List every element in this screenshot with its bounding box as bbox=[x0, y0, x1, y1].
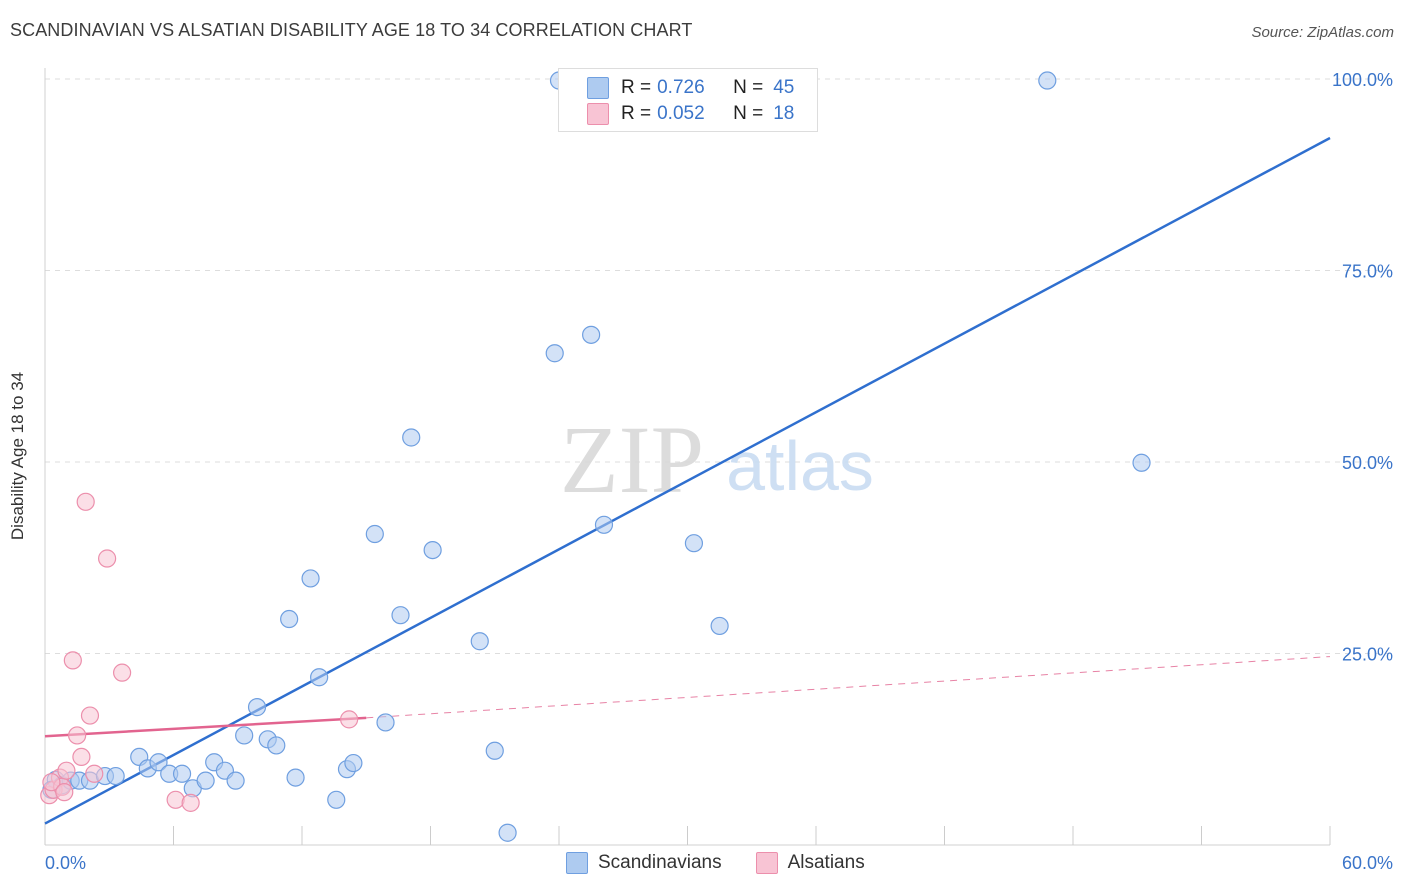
legend-row-alsatians: R = 0.052 N = 18 bbox=[559, 100, 794, 128]
watermark: ZIP atlas bbox=[560, 406, 874, 513]
legend-item-alsatians[interactable]: Alsatians bbox=[755, 852, 865, 874]
trend-lines bbox=[44, 136, 1331, 825]
point-scandinavians bbox=[376, 713, 395, 732]
point-scandinavians bbox=[1132, 453, 1151, 472]
point-scandinavians bbox=[710, 616, 729, 636]
legend-n-label: N = bbox=[733, 103, 764, 124]
point-scandinavians bbox=[267, 736, 286, 755]
x-tick-label: 0.0% bbox=[45, 853, 86, 873]
point-alsatians bbox=[85, 764, 104, 783]
point-scandinavians bbox=[149, 753, 168, 772]
point-scandinavians bbox=[327, 790, 346, 809]
point-scandinavians bbox=[196, 771, 215, 790]
trend-line-scandinavians bbox=[44, 136, 1331, 825]
point-scandinavians bbox=[286, 768, 305, 787]
legend-r-label: R = bbox=[621, 103, 652, 124]
point-alsatians bbox=[42, 773, 61, 792]
point-scandinavians bbox=[226, 771, 245, 790]
legend-item-scandinavians[interactable]: Scandinavians bbox=[566, 852, 722, 874]
point-scandinavians bbox=[235, 726, 254, 745]
point-scandinavians bbox=[582, 325, 601, 344]
axes bbox=[44, 68, 1331, 846]
point-scandinavians bbox=[684, 534, 704, 553]
source-credit: Source: ZipAtlas.com bbox=[1251, 24, 1394, 41]
point-scandinavians bbox=[485, 741, 504, 760]
point-alsatians bbox=[98, 549, 117, 568]
grid-lines bbox=[45, 78, 1395, 654]
point-scandinavians bbox=[545, 344, 564, 363]
point-scandinavians bbox=[106, 766, 125, 786]
point-scandinavians bbox=[594, 515, 614, 534]
point-scandinavians bbox=[423, 540, 442, 560]
point-scandinavians bbox=[402, 428, 421, 447]
point-scandinavians bbox=[470, 632, 489, 651]
point-scandinavians bbox=[498, 823, 517, 842]
point-alsatians bbox=[340, 710, 359, 729]
trend-line-alsatians bbox=[44, 716, 367, 738]
legend-r-value: 0.052 bbox=[657, 103, 705, 124]
point-alsatians bbox=[57, 761, 76, 780]
point-alsatians bbox=[166, 790, 185, 809]
y-tick-label: 25.0% bbox=[1342, 645, 1393, 665]
point-alsatians bbox=[68, 726, 87, 745]
legend-swatch-pink bbox=[587, 103, 609, 125]
point-scandinavians bbox=[365, 524, 384, 544]
legend-row-scandinavians: R = 0.726 N = 45 bbox=[559, 74, 794, 102]
point-scandinavians bbox=[172, 764, 192, 783]
point-alsatians bbox=[181, 793, 200, 812]
legend-label-alsatians: Alsatians bbox=[787, 852, 865, 873]
watermark-zip: ZIP bbox=[560, 406, 704, 513]
legend-r-label: R = bbox=[621, 77, 652, 98]
point-scandinavians bbox=[344, 753, 363, 773]
point-alsatians bbox=[63, 651, 82, 670]
point-alsatians bbox=[112, 663, 132, 682]
point-scandinavians bbox=[280, 609, 299, 629]
point-alsatians bbox=[76, 492, 95, 511]
legend-n-value: 18 bbox=[773, 103, 795, 124]
stats-legend: R = 0.726 N = 45 R = 0.052 N = 18 bbox=[558, 68, 818, 132]
y-axis-label: Disability Age 18 to 34 bbox=[8, 371, 27, 541]
legend-label-scandinavians: Scandinavians bbox=[598, 852, 722, 873]
tick-labels: 25.0% 50.0% 75.0% 100.0% 0.0% 60.0% bbox=[45, 70, 1393, 873]
point-scandinavians bbox=[301, 569, 320, 588]
point-scandinavians bbox=[247, 698, 267, 717]
legend-swatch-blue bbox=[566, 852, 588, 874]
watermark-atlas: atlas bbox=[726, 427, 874, 505]
series-legend: Scandinavians Alsatians bbox=[566, 852, 899, 874]
legend-r-value: 0.726 bbox=[657, 77, 705, 98]
trend-line-alsatians bbox=[366, 656, 1331, 719]
data-points bbox=[40, 71, 1151, 842]
legend-n-value: 45 bbox=[773, 77, 795, 98]
x-tick-label: 60.0% bbox=[1342, 853, 1393, 873]
point-alsatians bbox=[55, 783, 74, 802]
chart-title: SCANDINAVIAN VS ALSATIAN DISABILITY AGE … bbox=[10, 20, 693, 40]
point-scandinavians bbox=[1038, 71, 1057, 90]
y-tick-label: 75.0% bbox=[1342, 262, 1393, 282]
y-tick-label: 100.0% bbox=[1332, 70, 1393, 90]
point-alsatians bbox=[72, 747, 91, 767]
point-scandinavians bbox=[391, 606, 410, 625]
legend-n-label: N = bbox=[733, 77, 764, 98]
legend-swatch-pink bbox=[755, 852, 778, 874]
legend-swatch-blue bbox=[587, 77, 609, 99]
point-scandinavians bbox=[310, 668, 329, 687]
point-alsatians bbox=[80, 706, 100, 725]
y-tick-label: 50.0% bbox=[1342, 453, 1393, 473]
